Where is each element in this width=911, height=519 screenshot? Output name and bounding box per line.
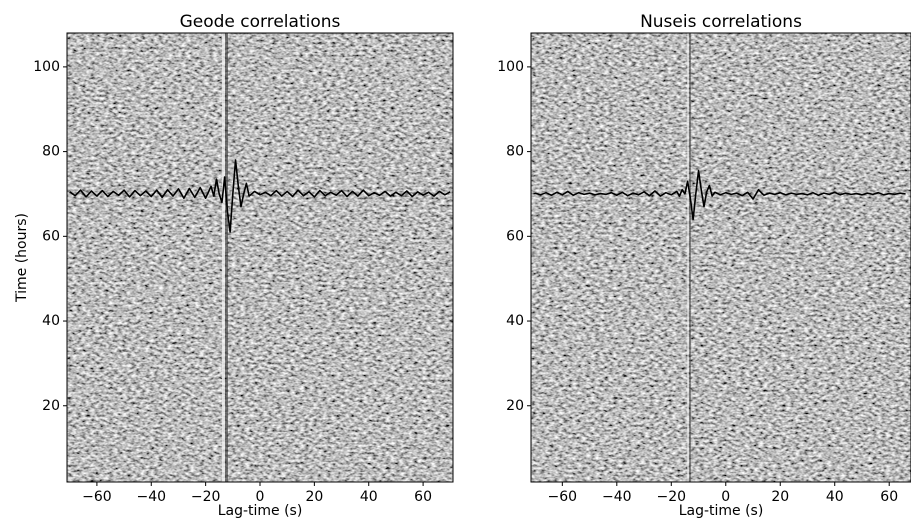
x-tick-label: −60 [82,489,112,505]
x-tick-label: −20 [657,489,687,505]
y-tick-label: 20 [506,398,524,414]
axes-frame [530,32,911,483]
arrival-stripe [225,33,228,482]
chart-title: Nuseis correlations [640,12,802,32]
x-tick-label: −20 [191,489,221,505]
y-tick-label: 20 [42,398,60,414]
x-tick-label: 0 [256,489,265,505]
arrival-stripe [687,33,689,482]
x-tick-label: 0 [721,489,730,505]
x-tick-label: −40 [602,489,632,505]
y-tick-label: 60 [42,228,60,244]
x-axis-label: Lag-time (s) [218,503,303,519]
x-tick-label: 40 [360,489,378,505]
y-tick-label: 100 [33,59,60,75]
y-tick-label: 40 [506,313,524,329]
y-axis-label: Time (hours) [14,213,30,303]
x-axis-label: Lag-time (s) [679,503,764,519]
y-tick-label: 60 [506,228,524,244]
y-tick-label: 100 [497,59,524,75]
y-tick-label: 40 [42,313,60,329]
trace-line [534,169,906,221]
x-tick-label: 60 [414,489,432,505]
trace-line [69,159,451,233]
x-tick-label: −40 [136,489,166,505]
arrival-stripe [222,33,225,482]
arrival-stripe [689,33,691,482]
noise-image [67,33,453,482]
x-tick-label: 40 [826,489,844,505]
panel-bg [67,33,911,482]
chart-title: Geode correlations [180,12,341,32]
y-tick-label: 80 [42,144,60,160]
x-tick-label: 60 [880,489,898,505]
x-tick-label: 20 [305,489,323,505]
x-tick-label: −60 [548,489,578,505]
noise-image [531,33,911,482]
x-tick-label: 20 [771,489,789,505]
y-tick-label: 80 [506,144,524,160]
